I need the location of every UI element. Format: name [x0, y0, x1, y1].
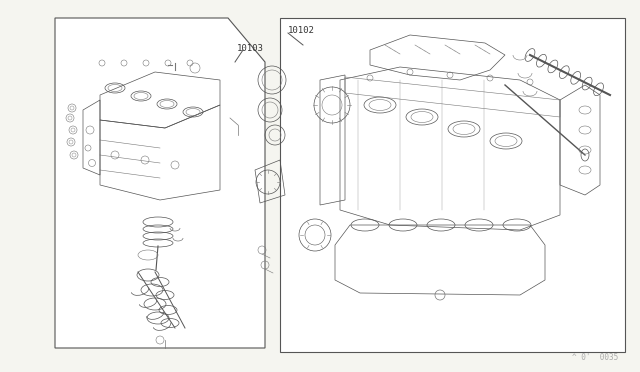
- Polygon shape: [55, 18, 265, 348]
- Bar: [280, 18, 625, 352]
- Text: ^ 0'  0035: ^ 0' 0035: [572, 353, 618, 362]
- Text: 10103: 10103: [237, 44, 264, 52]
- Text: 10102: 10102: [288, 26, 315, 35]
